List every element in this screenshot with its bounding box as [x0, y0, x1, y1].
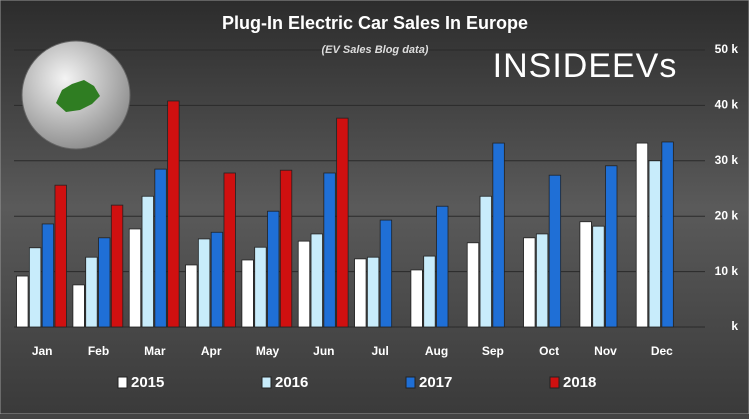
- bar: [254, 246, 267, 328]
- chart-title: Plug-In Electric Car Sales In Europe: [222, 13, 528, 33]
- x-tick-label: Jun: [313, 344, 334, 358]
- europe-shape: [56, 80, 100, 112]
- bar: [479, 195, 492, 328]
- bar: [98, 237, 111, 328]
- bar: [366, 256, 380, 328]
- legend-swatch: [405, 376, 416, 389]
- bar: [72, 284, 85, 328]
- bar: [548, 174, 562, 328]
- bar: [354, 258, 367, 328]
- legend-label: 2018: [563, 374, 596, 391]
- y-tick-label: k: [731, 319, 738, 333]
- bar: [466, 242, 480, 328]
- bar: [154, 168, 167, 328]
- y-tick-label: 20 k: [715, 208, 739, 222]
- legend-swatch: [117, 376, 128, 389]
- y-tick-label: 50 k: [715, 42, 739, 56]
- x-tick-label: Aug: [425, 344, 448, 358]
- bar: [492, 142, 505, 328]
- bar: [423, 255, 436, 328]
- bar: [267, 210, 280, 328]
- y-tick-label: 40 k: [715, 98, 739, 112]
- x-tick-label: Apr: [201, 344, 222, 358]
- bar: [379, 219, 393, 328]
- bar: [241, 259, 254, 328]
- x-tick-label: Feb: [88, 344, 109, 358]
- bar: [54, 184, 67, 328]
- x-tick-label: Dec: [651, 344, 673, 358]
- x-tick-label: Sep: [482, 344, 504, 358]
- bar: [592, 225, 605, 328]
- x-tick-label: Nov: [594, 344, 617, 358]
- bar: [323, 172, 336, 328]
- bar: [635, 142, 649, 328]
- legend-label: 2016: [275, 374, 308, 391]
- bar: [310, 233, 323, 328]
- bar: [535, 233, 549, 328]
- bar: [523, 237, 536, 328]
- y-tick-label: 30 k: [715, 153, 739, 167]
- x-tick-label: Jan: [32, 344, 53, 358]
- bar: [110, 204, 124, 328]
- bar: [185, 264, 198, 328]
- x-tick-label: Jul: [371, 344, 388, 358]
- legend-swatch: [261, 376, 272, 389]
- chart-subtitle: (EV Sales Blog data): [322, 44, 429, 56]
- legend-label: 2015: [131, 374, 164, 391]
- x-tick-label: Mar: [144, 344, 166, 358]
- bar: [41, 223, 55, 328]
- bar: [579, 221, 592, 328]
- bar: [279, 169, 293, 328]
- x-tick-label: Oct: [539, 344, 559, 358]
- bar: [605, 165, 618, 328]
- bar: [436, 205, 449, 328]
- bar: [141, 195, 154, 328]
- bar: [297, 240, 311, 328]
- bar: [197, 238, 211, 328]
- bar: [85, 256, 98, 328]
- bar: [410, 269, 423, 328]
- bar: [28, 247, 42, 328]
- legend-label: 2017: [419, 374, 452, 391]
- bar: [336, 117, 349, 328]
- bar: [210, 231, 224, 328]
- logo: INSIDEEVs: [493, 47, 678, 85]
- bar: [648, 160, 661, 328]
- x-tick-label: May: [256, 344, 280, 358]
- bar: [16, 275, 29, 328]
- bar: [128, 228, 142, 328]
- bar: [223, 172, 236, 328]
- bar: [167, 100, 180, 328]
- bar: [661, 141, 674, 328]
- legend-swatch: [549, 376, 560, 389]
- y-tick-label: 10 k: [715, 264, 739, 278]
